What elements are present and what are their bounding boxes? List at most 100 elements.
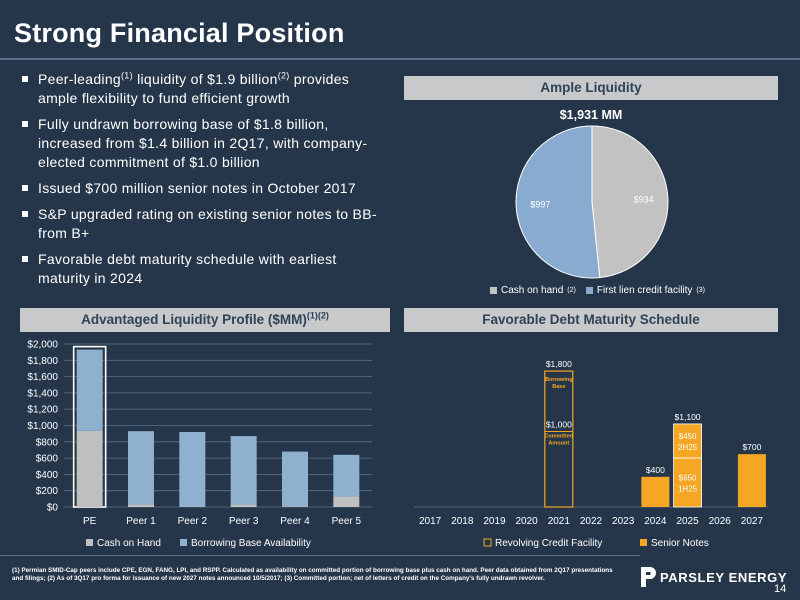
legend-swatch-cash	[490, 287, 497, 294]
x-tick-label: 2026	[709, 516, 732, 527]
y-tick-label: $1,800	[27, 356, 58, 367]
bar-cash	[282, 506, 308, 507]
legend-swatch-senior-notes	[640, 539, 647, 546]
bullet-text: liquidity of $1.9 billion	[132, 71, 278, 87]
bullet-list: Peer-leading(1) liquidity of $1.9 billio…	[20, 70, 390, 295]
bullet-text: Peer-leading	[38, 71, 121, 87]
bar-revolver-borrowing-base	[544, 370, 574, 508]
liquidity-profile-chart: $0 $200 $400 $600 $800 $1,000 $1,200 $1,400 $1,6…	[27, 340, 372, 549]
y-tick-label: $400	[36, 470, 59, 481]
x-tick-label: Peer 5	[332, 516, 362, 527]
legend-label-senior-notes: Senior Notes	[651, 538, 709, 549]
legend-label-revolver: Revolving Credit Facility	[495, 538, 602, 549]
legend-swatch-lien	[585, 287, 593, 294]
revolver-note: Base	[552, 384, 565, 390]
x-tick-label: 2020	[516, 516, 539, 527]
footnote-ref: (1)	[121, 70, 133, 81]
revolver-note: Amount	[548, 441, 569, 447]
y-tick-label: $600	[36, 454, 59, 465]
legend-label-borrowing: Borrowing Base Availability	[191, 538, 311, 549]
x-tick-label: Peer 3	[229, 516, 259, 527]
segment-amount-label: $650	[679, 473, 697, 482]
bullet-item: Fully undrawn borrowing base of $1.8 bil…	[20, 115, 390, 172]
legend-swatch-cash	[86, 539, 93, 546]
panel-title: Advantaged Liquidity Profile ($MM)	[81, 312, 307, 327]
footnote: (1) Permian SMID-Cap peers include CPE, …	[12, 567, 613, 582]
x-tick-label: Peer 4	[280, 516, 310, 527]
bar-borrowing	[76, 349, 103, 431]
liquidity-pie-chart: $934 $997	[515, 125, 669, 279]
x-tick-label: 2022	[580, 516, 603, 527]
bar-cash	[333, 496, 360, 507]
bar-senior-notes	[737, 454, 766, 507]
revolver-note: Committed	[544, 434, 573, 440]
bar-total-label: $1,100	[675, 412, 701, 422]
bar-senior-notes	[641, 476, 670, 507]
y-tick-label: $1,400	[27, 388, 58, 399]
x-tick-label: PE	[83, 516, 97, 527]
bar-borrowing	[179, 432, 206, 507]
bullet-item: S&P upgraded rating on existing senior n…	[20, 205, 390, 243]
x-tick-label: 2025	[676, 516, 699, 527]
bar-borrowing	[230, 436, 257, 505]
pie-data-label: $934	[634, 194, 654, 204]
pie-legend: Cash on hand (2) First lien credit facili…	[490, 285, 705, 296]
bar-cash	[128, 504, 154, 507]
x-tick-label: 2027	[741, 516, 764, 527]
y-tick-label: $800	[36, 437, 59, 448]
page-number: 14	[774, 583, 787, 595]
y-tick-label: $2,000	[27, 340, 58, 351]
x-tick-label: Peer 2	[178, 516, 208, 527]
legend-label-cash: Cash on Hand	[97, 538, 161, 549]
legend-label-lien: First lien credit facility	[596, 285, 693, 296]
legend-note: (3)	[696, 287, 705, 294]
bullet-text: provides ample flexibility to fund effic…	[38, 71, 350, 106]
segment-tranche-label: 1H25	[678, 484, 698, 493]
segment-amount-label: $450	[679, 432, 697, 441]
x-tick-label: 2019	[483, 516, 506, 527]
bar-cash	[76, 430, 103, 507]
bar-borrowing	[333, 454, 360, 497]
bar-cash	[179, 506, 206, 507]
pie-title: $1,931 MM	[559, 108, 623, 122]
pie-slice	[591, 125, 669, 279]
liquidity-profile-header: Advantaged Liquidity Profile ($MM)(1)(2)	[20, 308, 390, 332]
bar-borrowing	[282, 451, 308, 507]
page-title: Strong Financial Position	[14, 18, 345, 48]
x-tick-label: Peer 1	[126, 516, 156, 527]
debt-maturity-header: Favorable Debt Maturity Schedule	[404, 308, 778, 332]
bar-senior-notes-segment	[673, 423, 702, 459]
pie-slice	[515, 125, 601, 279]
company-logo: PARSLEY ENERGY	[640, 566, 787, 588]
legend-swatch-revolver	[483, 538, 492, 547]
revolver-total-label: $1,800	[546, 359, 572, 369]
y-tick-label: $200	[36, 486, 59, 497]
y-tick-label: $1,200	[27, 405, 58, 416]
revolver-committed-label: $1,000	[546, 420, 572, 430]
bar-total-label: $400	[646, 465, 665, 475]
title-divider	[0, 58, 800, 60]
legend-swatch-borrowing	[180, 539, 187, 546]
footnote-ref: (1)(2)	[306, 310, 329, 321]
bar-borrowing	[128, 431, 154, 505]
x-tick-label: 2017	[419, 516, 442, 527]
revolver-note: Borrowing	[545, 377, 573, 383]
bullet-item: Favorable debt maturity schedule with ea…	[20, 250, 390, 288]
y-tick-label: $0	[47, 503, 59, 514]
pie-data-label: $997	[530, 200, 550, 210]
y-tick-label: $1,000	[27, 421, 58, 432]
bar-total-label: $700	[742, 442, 761, 452]
debt-maturity-chart: 2017 2018 2019 2020 2021 2022 2023 2024 2025 2026…	[414, 359, 768, 549]
footnote-ref: (2)	[277, 70, 290, 81]
logo-mark-icon	[641, 567, 656, 587]
x-tick-label: 2023	[612, 516, 635, 527]
x-tick-label: 2021	[548, 516, 571, 527]
logo-text: PARSLEY ENERGY	[660, 569, 788, 585]
ample-liquidity-header: Ample Liquidity	[404, 76, 778, 100]
segment-tranche-label: 2H25	[678, 443, 698, 452]
legend-label-cash: Cash on hand	[501, 285, 564, 296]
bullet-item: Peer-leading(1) liquidity of $1.9 billio…	[20, 70, 390, 108]
bar-cash	[230, 504, 257, 507]
x-tick-label: 2018	[451, 516, 474, 527]
y-tick-label: $1,600	[27, 372, 58, 383]
